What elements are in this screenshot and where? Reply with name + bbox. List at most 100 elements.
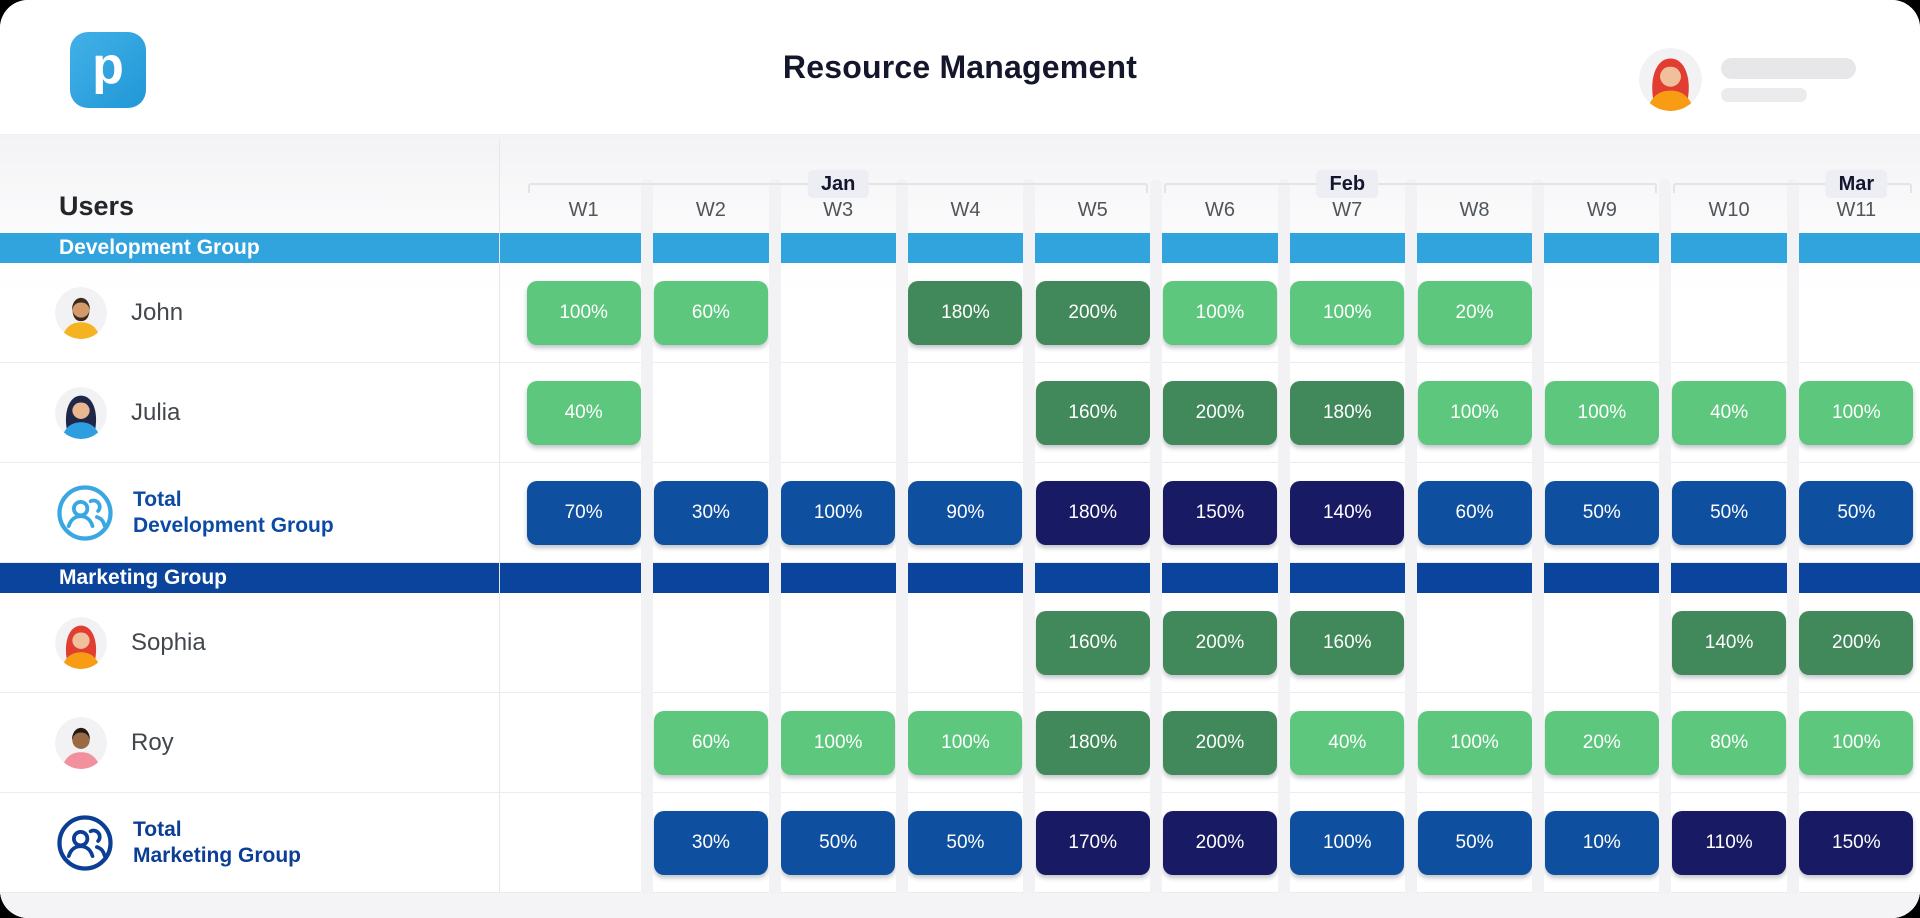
week-cell[interactable]: 40% bbox=[1284, 693, 1411, 792]
week-cell[interactable]: 100% bbox=[1156, 263, 1283, 362]
week-cell[interactable]: 10% bbox=[1538, 793, 1665, 892]
week-cell[interactable]: 100% bbox=[1284, 793, 1411, 892]
week-cell[interactable]: 100% bbox=[775, 463, 902, 562]
user-avatar[interactable] bbox=[55, 386, 107, 439]
group-header[interactable]: Marketing Group bbox=[0, 563, 1920, 593]
week-cell[interactable]: 50% bbox=[902, 793, 1029, 892]
allocation-chip[interactable]: 110% bbox=[1672, 810, 1787, 875]
allocation-chip[interactable]: 30% bbox=[653, 810, 768, 875]
allocation-chip[interactable]: 200% bbox=[1035, 280, 1150, 345]
allocation-chip[interactable]: 100% bbox=[1290, 280, 1405, 345]
group-header[interactable]: Development Group bbox=[0, 233, 1920, 263]
allocation-chip[interactable]: 160% bbox=[1035, 380, 1150, 445]
allocation-chip[interactable]: 40% bbox=[1290, 710, 1405, 775]
allocation-chip[interactable]: 10% bbox=[1544, 810, 1659, 875]
week-cell[interactable]: 30% bbox=[647, 463, 774, 562]
week-cell[interactable]: 100% bbox=[775, 693, 902, 792]
allocation-chip[interactable]: 200% bbox=[1162, 810, 1277, 875]
allocation-chip[interactable]: 200% bbox=[1162, 710, 1277, 775]
allocation-chip[interactable]: 200% bbox=[1162, 380, 1277, 445]
week-cell[interactable]: 180% bbox=[1029, 693, 1156, 792]
allocation-chip[interactable]: 100% bbox=[526, 280, 641, 345]
week-cell[interactable]: 60% bbox=[647, 263, 774, 362]
allocation-chip[interactable]: 140% bbox=[1672, 610, 1787, 675]
allocation-chip[interactable]: 100% bbox=[1799, 710, 1914, 775]
week-cell[interactable]: 20% bbox=[1411, 263, 1538, 362]
app-logo[interactable]: p bbox=[70, 32, 146, 108]
week-cell[interactable]: 200% bbox=[1156, 363, 1283, 462]
account-avatar[interactable] bbox=[1639, 48, 1702, 111]
allocation-chip[interactable]: 100% bbox=[1162, 280, 1277, 345]
allocation-chip[interactable]: 40% bbox=[1672, 380, 1787, 445]
week-cell[interactable]: 200% bbox=[1793, 593, 1920, 692]
week-cell[interactable]: 60% bbox=[1411, 463, 1538, 562]
allocation-chip[interactable]: 50% bbox=[781, 810, 896, 875]
allocation-chip[interactable]: 160% bbox=[1035, 610, 1150, 675]
allocation-chip[interactable]: 90% bbox=[908, 480, 1023, 545]
week-cell[interactable]: 200% bbox=[1156, 693, 1283, 792]
week-cell[interactable]: 50% bbox=[775, 793, 902, 892]
allocation-chip[interactable]: 180% bbox=[1035, 480, 1150, 545]
week-cell[interactable]: 60% bbox=[647, 693, 774, 792]
week-cell[interactable]: 160% bbox=[1284, 593, 1411, 692]
allocation-chip[interactable]: 200% bbox=[1799, 610, 1914, 675]
week-cell[interactable]: 100% bbox=[1793, 693, 1920, 792]
week-cell[interactable]: 180% bbox=[1029, 463, 1156, 562]
week-cell[interactable]: 200% bbox=[1156, 593, 1283, 692]
allocation-chip[interactable]: 60% bbox=[653, 280, 768, 345]
user-avatar[interactable] bbox=[55, 716, 107, 769]
allocation-chip[interactable]: 100% bbox=[1417, 710, 1532, 775]
week-cell[interactable]: 160% bbox=[1029, 363, 1156, 462]
allocation-chip[interactable]: 180% bbox=[1035, 710, 1150, 775]
week-cell[interactable]: 50% bbox=[1411, 793, 1538, 892]
week-cell[interactable]: 100% bbox=[902, 693, 1029, 792]
week-cell[interactable]: 100% bbox=[520, 263, 647, 362]
week-cell[interactable]: 100% bbox=[1411, 693, 1538, 792]
allocation-chip[interactable]: 150% bbox=[1162, 480, 1277, 545]
allocation-chip[interactable]: 170% bbox=[1035, 810, 1150, 875]
allocation-chip[interactable]: 70% bbox=[526, 480, 641, 545]
week-cell[interactable]: 170% bbox=[1029, 793, 1156, 892]
allocation-chip[interactable]: 30% bbox=[653, 480, 768, 545]
allocation-chip[interactable]: 180% bbox=[1290, 380, 1405, 445]
week-cell[interactable]: 50% bbox=[1665, 463, 1792, 562]
week-cell[interactable]: 40% bbox=[1665, 363, 1792, 462]
week-cell[interactable]: 20% bbox=[1538, 693, 1665, 792]
week-cell[interactable]: 100% bbox=[1411, 363, 1538, 462]
week-cell[interactable]: 100% bbox=[1793, 363, 1920, 462]
week-cell[interactable]: 50% bbox=[1538, 463, 1665, 562]
allocation-chip[interactable]: 100% bbox=[1544, 380, 1659, 445]
allocation-chip[interactable]: 150% bbox=[1799, 810, 1914, 875]
week-cell[interactable]: 90% bbox=[902, 463, 1029, 562]
allocation-chip[interactable]: 160% bbox=[1290, 610, 1405, 675]
allocation-chip[interactable]: 60% bbox=[1417, 480, 1532, 545]
allocation-chip[interactable]: 40% bbox=[526, 380, 641, 445]
allocation-chip[interactable]: 50% bbox=[908, 810, 1023, 875]
week-cell[interactable]: 160% bbox=[1029, 593, 1156, 692]
week-cell[interactable]: 50% bbox=[1793, 463, 1920, 562]
week-cell[interactable]: 80% bbox=[1665, 693, 1792, 792]
allocation-chip[interactable]: 100% bbox=[1417, 380, 1532, 445]
allocation-chip[interactable]: 100% bbox=[908, 710, 1023, 775]
week-cell[interactable]: 140% bbox=[1665, 593, 1792, 692]
week-cell[interactable]: 100% bbox=[1284, 263, 1411, 362]
week-cell[interactable]: 180% bbox=[902, 263, 1029, 362]
allocation-chip[interactable]: 20% bbox=[1544, 710, 1659, 775]
allocation-chip[interactable]: 20% bbox=[1417, 280, 1532, 345]
week-cell[interactable]: 200% bbox=[1156, 793, 1283, 892]
allocation-chip[interactable]: 50% bbox=[1672, 480, 1787, 545]
week-cell[interactable]: 150% bbox=[1793, 793, 1920, 892]
week-cell[interactable]: 100% bbox=[1538, 363, 1665, 462]
allocation-chip[interactable]: 100% bbox=[1290, 810, 1405, 875]
week-cell[interactable]: 70% bbox=[520, 463, 647, 562]
allocation-chip[interactable]: 200% bbox=[1162, 610, 1277, 675]
week-cell[interactable]: 40% bbox=[520, 363, 647, 462]
allocation-chip[interactable]: 50% bbox=[1544, 480, 1659, 545]
week-cell[interactable]: 140% bbox=[1284, 463, 1411, 562]
allocation-chip[interactable]: 60% bbox=[653, 710, 768, 775]
week-cell[interactable]: 200% bbox=[1029, 263, 1156, 362]
week-cell[interactable]: 30% bbox=[647, 793, 774, 892]
allocation-chip[interactable]: 100% bbox=[781, 480, 896, 545]
allocation-chip[interactable]: 180% bbox=[908, 280, 1023, 345]
allocation-chip[interactable]: 50% bbox=[1417, 810, 1532, 875]
